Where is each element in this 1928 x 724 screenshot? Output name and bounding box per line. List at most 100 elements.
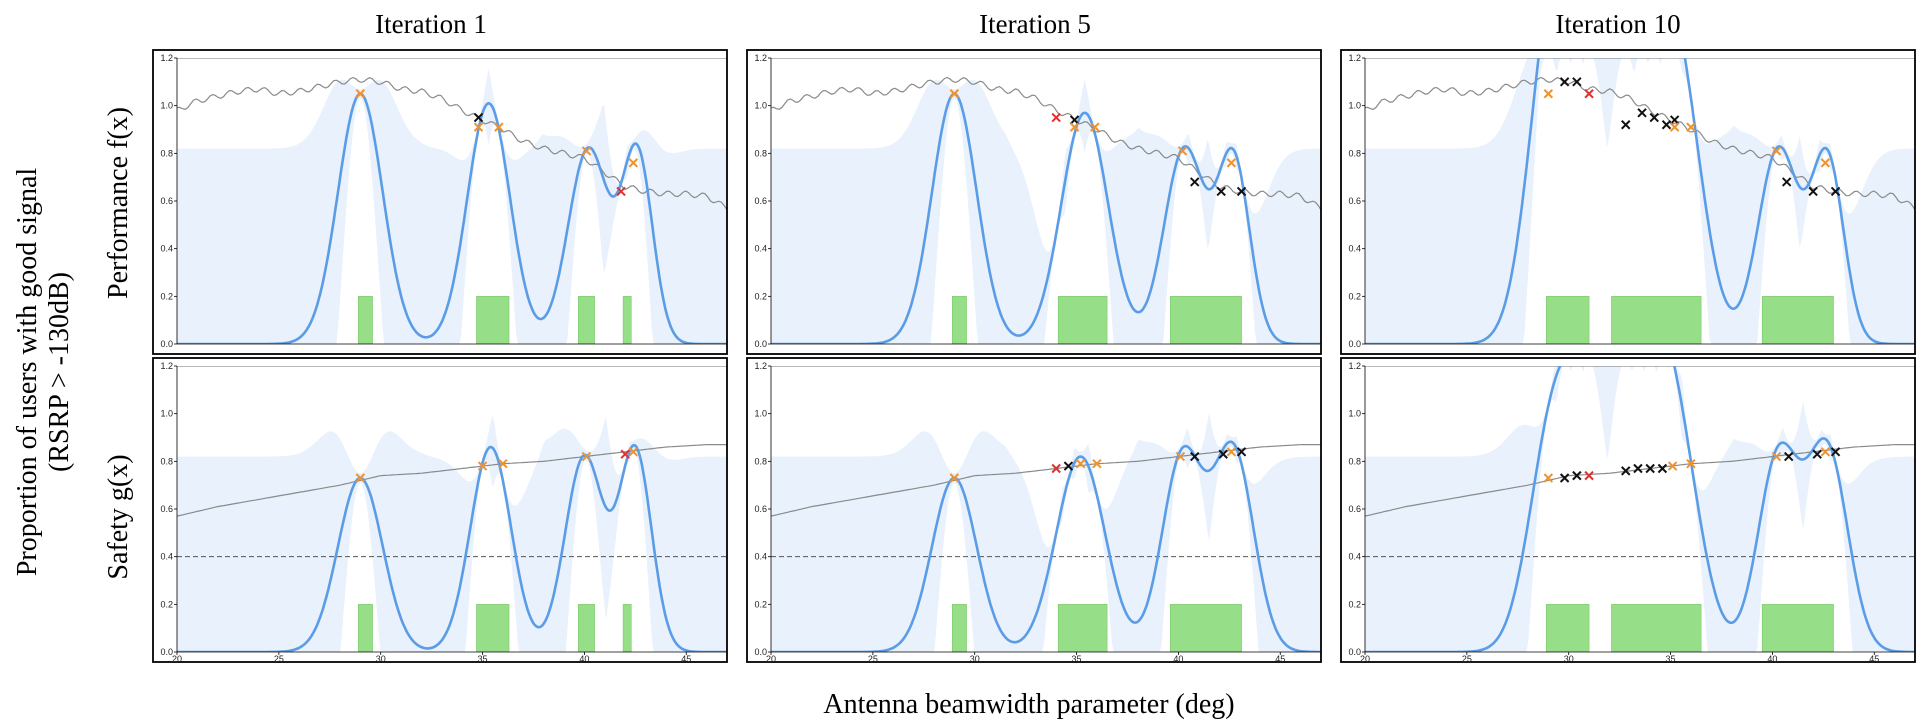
sample-point-14 <box>1808 186 1818 197</box>
y-tick-label: 0.2 <box>160 599 173 609</box>
x-tick-label: 30 <box>1564 654 1574 664</box>
subplot-performance-1: 0.0 0.2 0.4 0.6 0.8 1.0 1.2 <box>152 49 728 355</box>
sample-point-4 <box>1069 122 1080 132</box>
safe-set-bar-3 <box>1169 604 1242 652</box>
sample-point-10 <box>1236 447 1247 457</box>
subplot-performance-3: 0.0 0.2 0.4 0.6 0.8 1.0 1.2 <box>1340 49 1916 355</box>
y-tick-label: 0.8 <box>160 456 173 466</box>
true-function-line <box>177 76 727 211</box>
y-tick-label: 1.0 <box>160 101 173 111</box>
safe-set-bar-2 <box>1057 296 1108 344</box>
row-label-performance-text: Performance f(x) <box>103 107 134 299</box>
sample-point-7 <box>628 158 639 168</box>
y-axis-label-line2: (RSRP > -130dB) <box>44 272 75 472</box>
y-tick-label: 1.0 <box>1348 409 1361 419</box>
y-tick-label: 0.8 <box>160 148 173 158</box>
posterior-mean-line <box>177 443 727 652</box>
y-axis-label: Proportion of users with good signal <box>12 168 43 577</box>
sample-point-8 <box>1661 120 1672 130</box>
sample-point-1 <box>1543 89 1554 99</box>
sample-point-3 <box>1063 461 1074 471</box>
row-label-safety-text: Safety g(x) <box>103 454 134 579</box>
sample-point-11 <box>1771 451 1782 462</box>
safe-set-bar-1 <box>1545 296 1590 344</box>
sample-point-6 <box>616 186 626 197</box>
sample-point-1 <box>355 89 366 99</box>
safe-set-bar-1 <box>1545 604 1590 652</box>
confidence-band <box>771 79 1321 344</box>
y-tick-label: 0.2 <box>1348 291 1361 301</box>
y-tick-label: 0.0 <box>754 647 767 657</box>
safe-set-bar-3 <box>577 604 595 652</box>
sample-point-6 <box>1633 463 1643 474</box>
x-tick-label: 25 <box>274 654 284 664</box>
sample-point-3 <box>1069 115 1080 125</box>
sample-point-9 <box>1669 115 1680 125</box>
y-tick-label: 0.8 <box>754 148 767 158</box>
sample-point-2 <box>1051 463 1061 474</box>
sample-point-3 <box>1572 470 1582 481</box>
sample-point-6 <box>1175 451 1186 462</box>
sample-point-10 <box>1226 158 1237 168</box>
confidence-band <box>177 415 727 652</box>
y-tick-label: 1.2 <box>1348 361 1361 371</box>
safe-set-bar-4 <box>622 296 632 344</box>
true-function-line <box>1365 76 1915 211</box>
y-tick-label: 0.6 <box>1348 196 1361 206</box>
sample-point-16 <box>1820 158 1831 168</box>
sample-point-9 <box>1667 461 1678 471</box>
y-tick-label: 0.6 <box>754 504 767 514</box>
panel-frame <box>746 357 1322 663</box>
sample-point-9 <box>1236 186 1247 197</box>
sample-point-4 <box>1584 89 1594 99</box>
sample-point-11 <box>1686 122 1696 132</box>
sample-point-10 <box>1669 122 1680 132</box>
subplot-performance-2: 0.0 0.2 0.4 0.6 0.8 1.0 1.2 <box>746 49 1322 355</box>
sample-point-7 <box>1189 177 1200 187</box>
row-label-safety: Safety g(x) <box>103 454 134 579</box>
y-tick-label: 0.2 <box>754 291 767 301</box>
safe-set-bar-1 <box>357 296 373 344</box>
y-tick-label: 1.0 <box>1348 101 1361 111</box>
x-tick-label: 30 <box>970 654 980 664</box>
confidence-band <box>1365 58 1915 344</box>
sample-point-6 <box>628 447 639 457</box>
safe-set-bar-2 <box>1611 604 1702 652</box>
row-label-performance: Performance f(x) <box>103 107 134 299</box>
sample-point-2 <box>1559 473 1570 483</box>
sample-point-1 <box>949 473 960 483</box>
x-tick-label: 20 <box>766 654 776 664</box>
sample-point-10 <box>1686 459 1696 469</box>
y-tick-label: 0.0 <box>160 647 173 657</box>
x-tick-label: 45 <box>1275 654 1285 664</box>
y-tick-label: 0.8 <box>754 456 767 466</box>
y-tick-label: 0.4 <box>160 552 173 562</box>
safe-set-bar-4 <box>622 604 632 652</box>
safe-set-bar-3 <box>1169 296 1242 344</box>
sample-point-15 <box>1830 186 1841 197</box>
sample-point-1 <box>949 89 960 99</box>
sample-point-7 <box>1645 463 1655 474</box>
y-tick-label: 0.8 <box>1348 148 1361 158</box>
y-tick-label: 0.6 <box>754 196 767 206</box>
y-tick-label: 0.8 <box>1348 456 1361 466</box>
safe-set-bar-3 <box>1761 296 1834 344</box>
y-tick-label: 0.2 <box>160 291 173 301</box>
y-tick-label: 1.2 <box>1348 53 1361 63</box>
y-tick-label: 0.0 <box>1348 339 1361 349</box>
x-tick-label: 25 <box>868 654 878 664</box>
sample-point-4 <box>494 122 504 132</box>
y-tick-label: 0.4 <box>1348 552 1361 562</box>
sample-point-5 <box>620 449 630 459</box>
sample-point-4 <box>1075 459 1086 469</box>
x-tick-label: 30 <box>376 654 386 664</box>
sample-point-6 <box>1177 146 1188 156</box>
column-title-1: Iteration 1 <box>375 9 487 39</box>
sample-point-14 <box>1820 447 1831 457</box>
y-tick-label: 1.0 <box>754 101 767 111</box>
sample-point-2 <box>473 112 484 123</box>
subplot-safety-2: 0.0 0.2 0.4 0.6 0.8 1.0 1.2 20 25 30 35 40 45 <box>746 357 1322 664</box>
x-tick-label: 20 <box>1360 654 1370 664</box>
safe-set-bar-1 <box>951 604 967 652</box>
sample-point-6 <box>1637 108 1647 118</box>
